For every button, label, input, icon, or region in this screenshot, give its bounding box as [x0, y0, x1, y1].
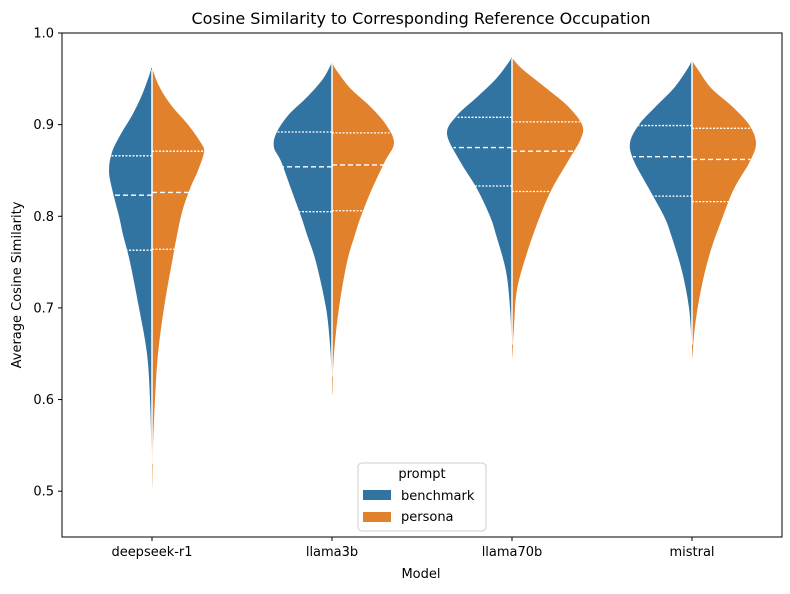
violin-half-persona-llama70b — [512, 58, 584, 359]
y-tick-label: 0.5 — [33, 485, 54, 500]
x-tick-label: deepseek-r1 — [111, 545, 192, 560]
x-tick-label: llama70b — [482, 545, 543, 560]
y-tick-label: 0.9 — [33, 118, 54, 133]
violin-half-benchmark-mistral — [629, 61, 692, 345]
x-axis-label: Model — [401, 567, 440, 582]
violin-half-benchmark-llama70b — [446, 57, 512, 345]
axes-frame — [61, 32, 783, 538]
violin-half-persona-llama3b — [332, 63, 395, 395]
y-tick-label: 1.0 — [33, 27, 54, 42]
legend: prompt benchmark persona — [357, 462, 487, 532]
chart-title: Cosine Similarity to Corresponding Refer… — [191, 9, 650, 28]
violin-half-benchmark-deepseek-r1 — [109, 67, 152, 464]
y-axis-label: Average Cosine Similarity — [10, 201, 25, 368]
x-tick-label: mistral — [669, 545, 714, 560]
violin-half-persona-mistral — [692, 61, 757, 359]
legend-title: prompt — [398, 467, 445, 482]
legend-swatch-persona — [363, 512, 391, 522]
legend-label-persona: persona — [401, 510, 454, 525]
y-tick-label: 0.7 — [33, 301, 54, 316]
violin-half-persona-deepseek-r1 — [152, 69, 205, 487]
plot-area: 0.5 0.6 0.7 0.8 0.9 1.0 deepseek-r1 llama3b llam… — [33, 27, 783, 560]
legend-label-benchmark: benchmark — [401, 489, 475, 504]
y-tick-label: 0.6 — [33, 393, 54, 408]
legend-swatch-benchmark — [363, 490, 391, 500]
y-tick-label: 0.8 — [33, 210, 54, 225]
x-tick-label: llama3b — [306, 545, 358, 560]
violin-half-benchmark-llama3b — [273, 63, 332, 377]
